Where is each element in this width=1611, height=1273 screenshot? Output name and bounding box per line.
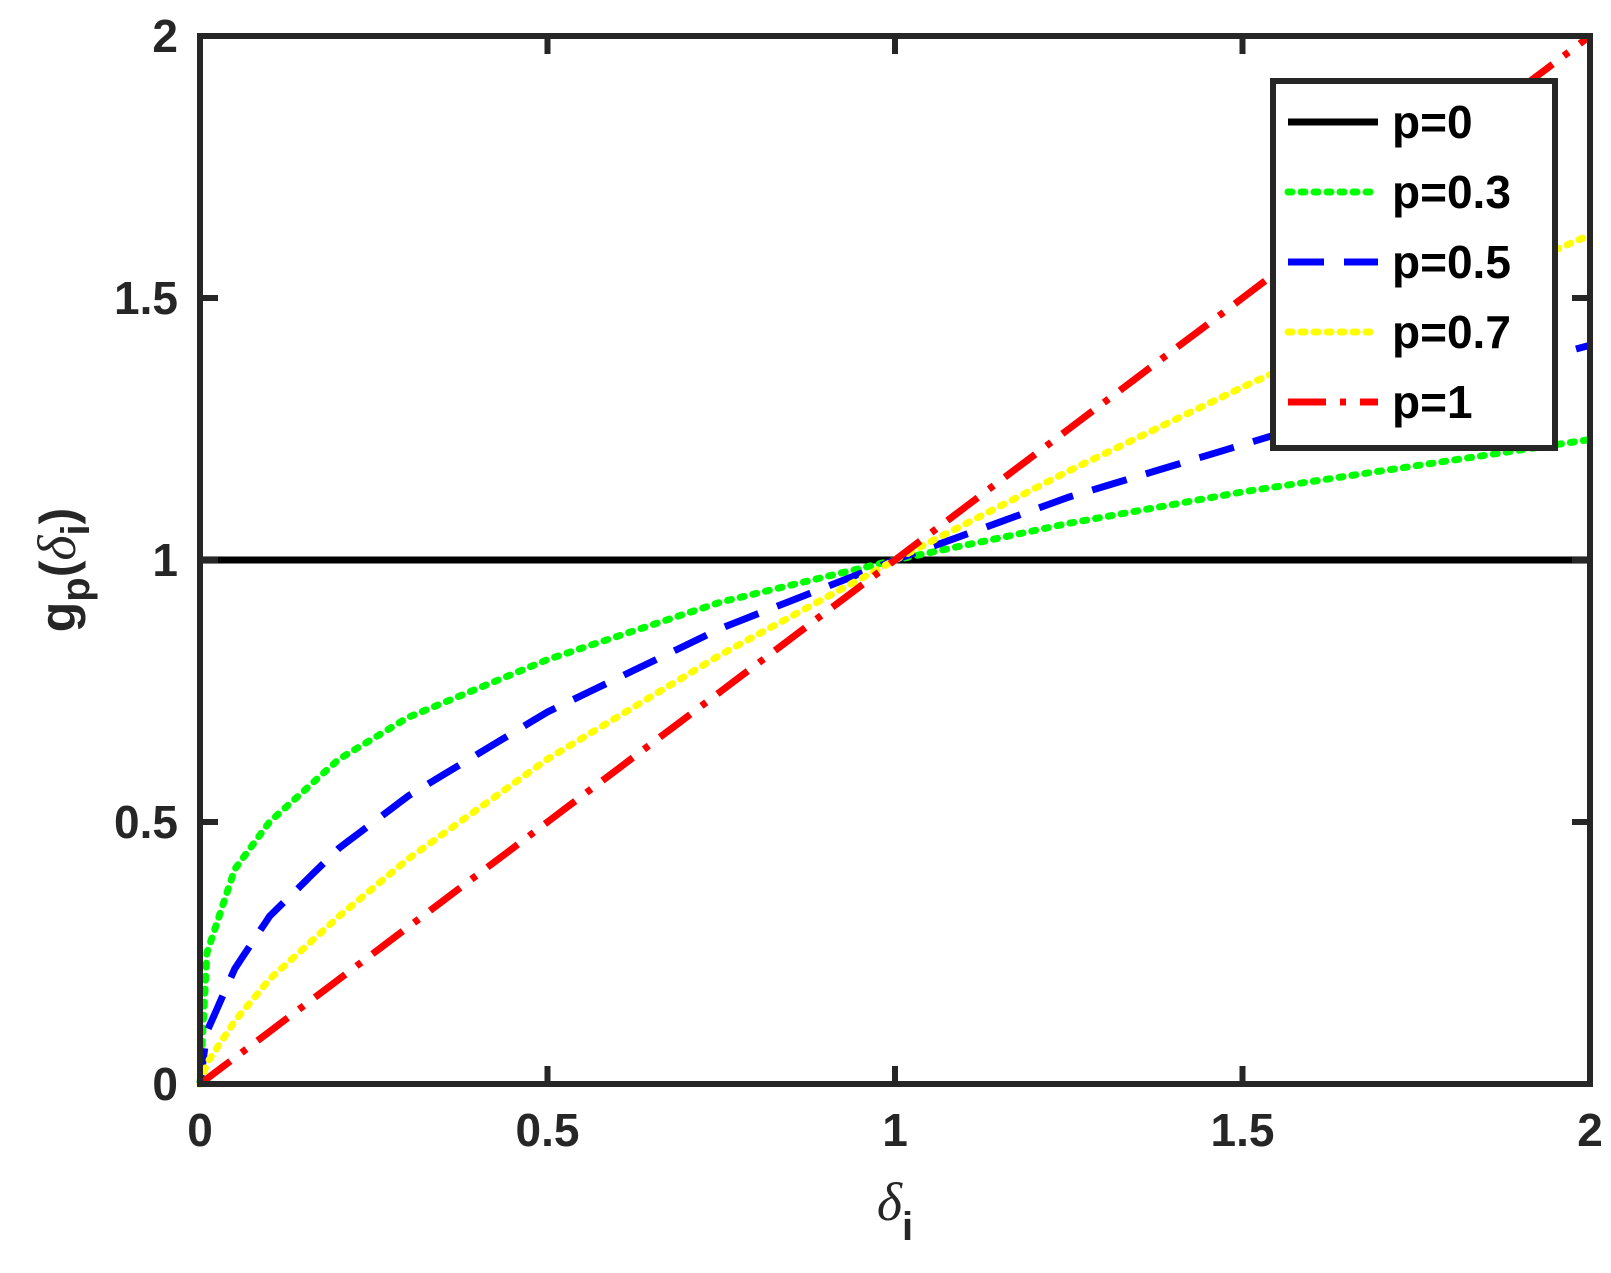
y-tick-labels: 0 0.5 1 1.5 2: [114, 10, 178, 1110]
legend-label: p=0.5: [1392, 236, 1511, 288]
y-axis-label: gp(δi): [27, 508, 98, 633]
legend-entry-p-0-7: p=0.7: [1284, 306, 1511, 358]
legend-entries: p=0 p=0.3 p=0.5 p=0.7 p=1: [1284, 96, 1511, 428]
x-axis-subscript: i: [902, 1205, 913, 1249]
x-axis-label: δi: [877, 1172, 913, 1249]
series-layer: [196, 33, 1594, 1088]
x-tick-label: 2: [1577, 1104, 1603, 1156]
legend: p=0 p=0.3 p=0.5 p=0.7 p=1: [1270, 78, 1558, 451]
x-tick-label: 1: [882, 1104, 908, 1156]
x-tick-labels: 0 0.5 1 1.5 2: [187, 1104, 1603, 1156]
x-tick-label: 0.5: [516, 1104, 580, 1156]
legend-entry-p-0: p=0: [1288, 96, 1473, 148]
y-tick-label: 0: [152, 1058, 178, 1110]
series-line-p-0-5: [196, 341, 1591, 1085]
y-axis-close-paren: ): [30, 508, 86, 525]
y-axis-function: g: [30, 602, 86, 633]
legend-label: p=0.3: [1392, 166, 1511, 218]
y-axis-symbol-subscript: i: [54, 524, 98, 535]
plot-frame: [197, 33, 1593, 1087]
x-tick-label: 0: [187, 1104, 213, 1156]
series-line-p-0-3: [196, 436, 1594, 1088]
legend-entry-p-0-5: p=0.5: [1288, 236, 1511, 288]
y-tick-label: 0.5: [114, 796, 178, 848]
legend-label: p=0: [1392, 96, 1473, 148]
series-line-p-0-7: [196, 231, 1594, 1088]
y-axis-function-subscript: p: [54, 577, 98, 601]
y-axis-open-paren: (: [30, 560, 86, 577]
y-axis-symbol: δ: [27, 535, 87, 561]
legend-label: p=0.7: [1392, 306, 1511, 358]
x-tick-label: 1.5: [1211, 1104, 1275, 1156]
legend-entry-p-0-3: p=0.3: [1284, 166, 1511, 218]
legend-entry-p-1: p=1: [1288, 376, 1473, 428]
x-axis-symbol: δ: [877, 1172, 903, 1232]
y-tick-label: 1: [152, 534, 178, 586]
y-tick-label: 2: [152, 10, 178, 62]
y-tick-label: 1.5: [114, 272, 178, 324]
legend-label: p=1: [1392, 376, 1473, 428]
